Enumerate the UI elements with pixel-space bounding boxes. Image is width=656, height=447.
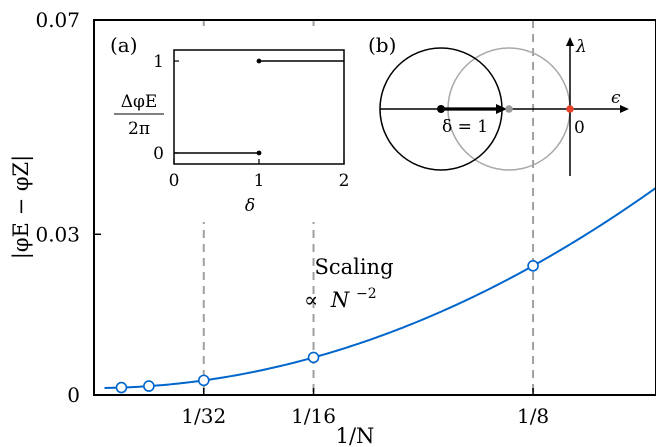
scaling-curve	[104, 186, 656, 389]
proportional-symbol: ∝	[304, 288, 318, 312]
data-point-1	[143, 380, 155, 392]
scaling-annotation: Scaling	[314, 255, 393, 279]
inset-a-y-ticks: 01	[153, 52, 179, 164]
step-function	[174, 58, 344, 156]
scaling-formula: ∝ N −2	[304, 286, 377, 312]
x-tick-label-1: 1/16	[291, 404, 336, 428]
x-tick-label-0: 1/32	[181, 404, 226, 428]
data-points	[115, 260, 539, 394]
x-axis-label: 1/N	[336, 424, 375, 447]
epsilon-axis-arrowhead	[620, 105, 629, 113]
step-endpoint-1	[256, 58, 262, 64]
y-tick-label-0: 0	[67, 383, 80, 407]
data-point-0	[115, 381, 128, 394]
inset-x-tick-label-2: 2	[339, 171, 350, 191]
inset-a-background	[100, 26, 362, 222]
inset-b: (b) ϵ λ δ = 1 0	[368, 33, 629, 176]
inset-x-tick-label-1: 1	[254, 171, 265, 191]
gray-point	[505, 105, 513, 113]
x-tick-label-2: 1/8	[517, 404, 549, 428]
y-axis-label: |φE − φZ|	[9, 155, 34, 259]
scaling-base: N	[330, 288, 350, 312]
data-point-3	[307, 351, 320, 364]
black-point	[437, 105, 445, 113]
origin-label: 0	[574, 118, 585, 138]
inset-a-label: (a)	[110, 33, 138, 57]
y-axis-ticks: 0 0.03 0.07	[35, 8, 101, 407]
inset-x-tick-label-0: 0	[169, 171, 180, 191]
inset-a-x-ticks: 0 1 2	[169, 159, 350, 191]
origin-point	[566, 105, 574, 113]
main-plot-frame	[93, 19, 656, 396]
data-point-4	[527, 260, 539, 272]
inset-a-x-label: δ	[245, 196, 255, 216]
data-point-2	[197, 374, 210, 387]
delta-arrowhead	[496, 104, 507, 114]
inset-a-y-label-numerator: ΔφE	[121, 92, 158, 112]
delta-label: δ = 1	[442, 117, 488, 137]
lambda-axis-arrowhead	[566, 37, 574, 46]
inset-y-tick-label-0: 0	[153, 144, 164, 164]
y-tick-label-2: 0.07	[35, 8, 80, 32]
inset-b-label: (b)	[368, 33, 396, 57]
y-tick-label-1: 0.03	[35, 222, 80, 246]
lambda-label: λ	[575, 37, 587, 57]
step-endpoint-0	[256, 150, 262, 156]
inset-a-y-label-denominator: 2π	[128, 119, 150, 139]
inset-y-tick-label-1: 1	[153, 52, 164, 72]
main-plot: 1/32 1/16 1/8 0 0.03 0.07 1/N |φE − φZ| Scal…	[9, 8, 656, 447]
x-axis-ticks: 1/32 1/16 1/8	[181, 388, 549, 428]
epsilon-label: ϵ	[611, 88, 621, 108]
scaling-exponent: −2	[356, 286, 377, 302]
